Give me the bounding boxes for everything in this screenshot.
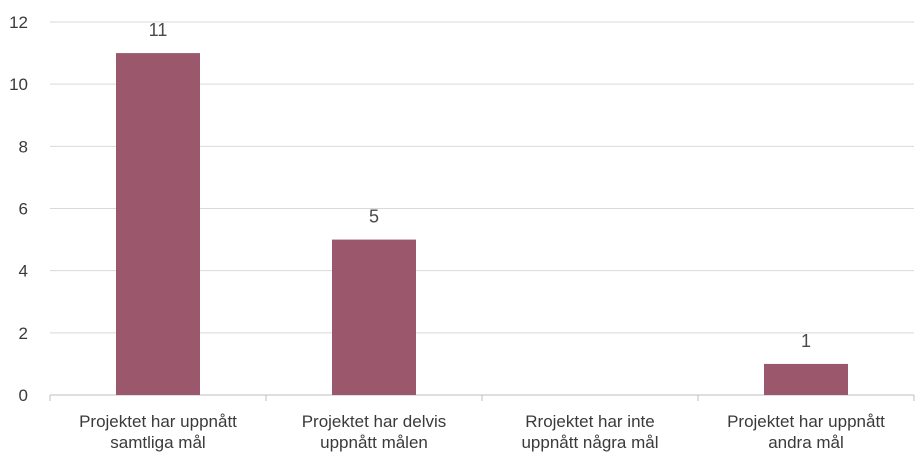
y-tick-label: 2 — [19, 324, 28, 343]
bar — [764, 363, 848, 395]
x-category-label: Projektet har delvis — [302, 412, 447, 431]
data-label: 5 — [369, 207, 379, 227]
y-tick-label: 12 — [9, 13, 28, 32]
x-category-label: uppnått målen — [320, 433, 428, 452]
y-tick-label: 6 — [19, 200, 28, 219]
y-tick-label: 0 — [19, 386, 28, 405]
data-label: 11 — [149, 20, 168, 40]
x-category-label: Projektet har uppnått — [79, 412, 237, 431]
x-category-label: andra mål — [768, 433, 844, 452]
y-tick-label: 10 — [9, 75, 28, 94]
x-category-label: Rrojektet har inte — [525, 412, 654, 431]
bar — [332, 239, 416, 395]
x-category-label: samtliga mål — [110, 433, 205, 452]
bar — [116, 53, 200, 395]
y-tick-label: 4 — [19, 262, 28, 281]
y-tick-label: 8 — [19, 137, 28, 156]
x-category-label: Projektet har uppnått — [727, 412, 885, 431]
x-category-label: uppnått några mål — [521, 433, 658, 452]
data-label: 1 — [801, 331, 811, 351]
